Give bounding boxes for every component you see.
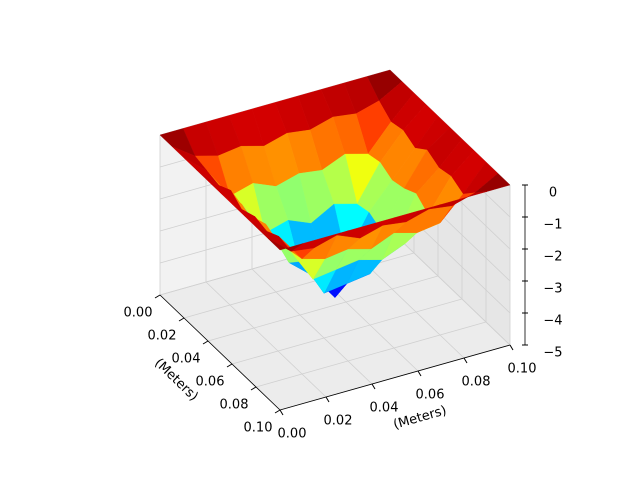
y-tick-label: 0.00 xyxy=(278,427,307,442)
y-axis-label: (Meters) xyxy=(392,403,449,432)
x-tick xyxy=(178,317,185,322)
z-tick-label: 0 xyxy=(549,186,557,201)
x-tick xyxy=(274,409,281,414)
grid-line xyxy=(231,298,463,365)
y-tick xyxy=(463,357,468,364)
grid-line xyxy=(251,268,373,385)
x-tick-label: 0.10 xyxy=(244,421,273,436)
axis-line xyxy=(159,294,281,411)
x-tick-label: 0.00 xyxy=(124,306,153,321)
x-tick xyxy=(226,363,233,368)
surface-cell xyxy=(267,238,304,252)
y-tick-label: 0.06 xyxy=(416,388,445,403)
x-tick-label: 0.06 xyxy=(196,375,225,390)
pane-floor xyxy=(160,230,510,410)
x-tick-label: 0.04 xyxy=(172,352,201,367)
y-tick xyxy=(371,383,376,390)
grid-line xyxy=(205,281,327,398)
y-tick-label: 0.10 xyxy=(508,362,537,377)
z-tick-label: −5 xyxy=(543,346,562,361)
grid-line xyxy=(389,229,511,346)
y-tick-label: 0.02 xyxy=(324,414,353,429)
y-tick-label: 0.04 xyxy=(370,401,399,416)
axis-line xyxy=(279,344,511,411)
y-tick xyxy=(279,409,284,416)
x-tick xyxy=(202,340,209,345)
y-tick xyxy=(325,396,330,403)
x-tick-label: 0.08 xyxy=(220,398,249,413)
z-tick-label: −2 xyxy=(543,250,562,265)
x-tick xyxy=(250,386,257,391)
z-tick-label: −3 xyxy=(543,282,562,297)
z-tick-label: −1 xyxy=(543,218,562,233)
y-tick xyxy=(417,370,422,377)
x-tick-label: 0.02 xyxy=(148,329,177,344)
x-tick xyxy=(154,294,161,299)
z-tick-label: −4 xyxy=(543,314,562,329)
y-tick-label: 0.08 xyxy=(462,375,491,390)
grid-line xyxy=(255,321,487,388)
grid-line xyxy=(207,275,439,342)
y-tick xyxy=(509,344,514,351)
